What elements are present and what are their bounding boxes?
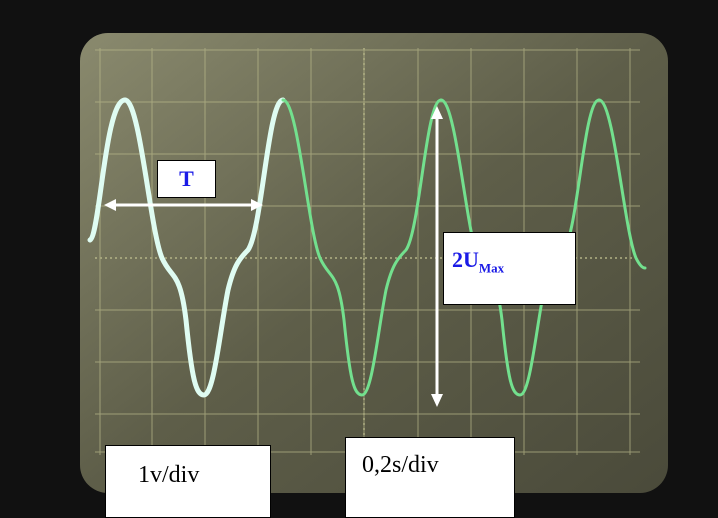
screen [80,33,668,493]
amplitude-label: 2UMax [443,232,576,305]
amplitude-text: 2U [452,247,479,272]
period-arrow [104,199,263,211]
amplitude-subscript: Max [478,260,505,276]
horizontal-scale-label: 0,2s/div [345,437,515,518]
period-label: T [157,160,216,198]
amplitude-arrow [431,106,443,407]
waveform [87,97,647,395]
graticule [95,48,640,455]
vertical-scale-label: 1v/div [105,445,271,518]
